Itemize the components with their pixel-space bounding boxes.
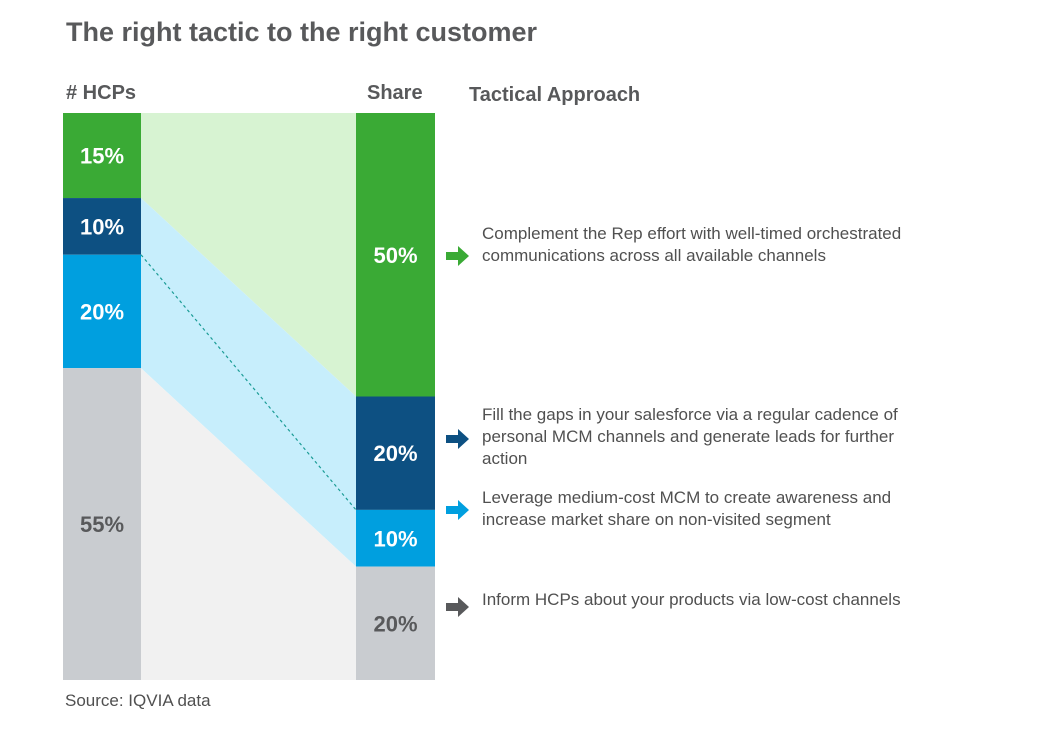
bar-hcps-green [63,113,141,199]
data-label-hcps-green: 15% [80,144,124,169]
approach-text-2: Fill the gaps in your salesforce via a r… [482,405,898,468]
data-label-share-navy: 20% [373,441,417,466]
approach-arrow-4-icon [446,597,469,617]
approach-arrow-1-icon [446,246,469,266]
gray-connector-band [141,368,356,680]
data-label-share-blue: 10% [373,526,417,551]
blue-connector-band [141,198,356,567]
data-label-share-gray: 20% [373,611,417,636]
chart-title: The right tactic to the right customer [66,17,538,47]
bar-hcps-navy [63,198,141,255]
bar-hcps-blue [63,254,141,369]
segment-divider-dashed-line [140,254,357,511]
data-label-hcps-blue: 20% [80,299,124,324]
bar-share-blue [356,509,435,567]
approach-arrow-2-icon [446,429,469,449]
source-note: Source: IQVIA data [65,691,211,710]
tactical-approach-header: Tactical Approach [469,84,641,106]
share-column-header: Share [367,82,423,104]
approach-text-4: Inform HCPs about your products via low-… [482,590,901,609]
bar-share-gray [356,566,435,680]
bar-share-navy [356,396,435,510]
approach-text-1: Complement the Rep effort with well-time… [482,224,902,265]
approach-arrow-3-icon [446,500,469,520]
approach-text-3: Leverage medium-cost MCM to create aware… [482,488,892,529]
data-label-share-green: 50% [373,243,417,268]
data-label-hcps-navy: 10% [80,214,124,239]
data-label-hcps-gray: 55% [80,512,124,537]
bar-hcps-gray [63,368,141,680]
bar-share-green [356,113,435,397]
green-connector-band [141,113,356,397]
hcps-column-header: # HCPs [66,82,137,104]
